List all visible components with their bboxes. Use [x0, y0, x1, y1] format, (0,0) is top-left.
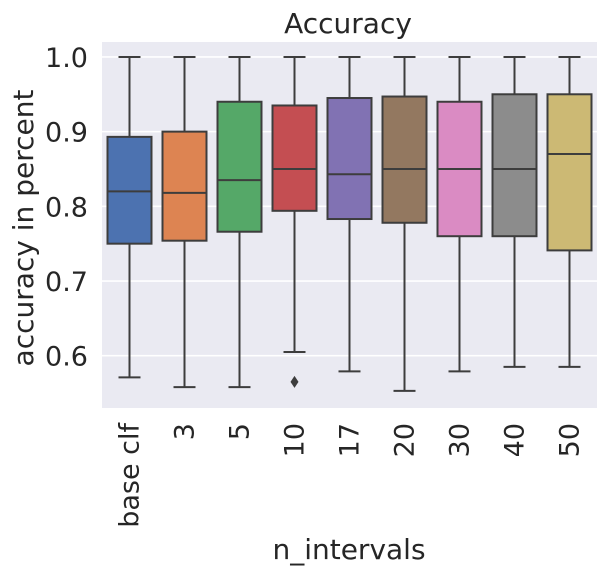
outlier-point	[290, 375, 299, 388]
y-tick-label: 0.7	[45, 267, 88, 298]
box-group	[546, 55, 593, 368]
x-tick-label: 40	[500, 423, 531, 457]
box-iqr	[381, 95, 428, 224]
x-tick-labels: base clf 3 5 10 17 20 30 40 50	[115, 422, 586, 528]
y-tick-label: 1.0	[45, 43, 88, 74]
x-tick-label: 20	[390, 423, 421, 457]
box-group	[381, 55, 428, 392]
chart-title: Accuracy	[284, 7, 412, 40]
box-group	[271, 55, 318, 388]
box-group	[216, 55, 263, 389]
x-tick-label: 30	[445, 423, 476, 457]
x-tick-label: 3	[170, 423, 201, 440]
box-group	[326, 55, 373, 373]
box-iqr	[106, 135, 153, 245]
box-iqr	[326, 97, 373, 221]
box-group	[491, 55, 538, 368]
y-tick-label: 0.6	[45, 342, 88, 373]
box-iqr	[491, 93, 538, 238]
box-group	[161, 55, 208, 389]
box-iqr	[216, 100, 263, 233]
y-axis-label: accuracy in percent	[7, 90, 40, 367]
y-tick-label: 0.8	[45, 192, 88, 223]
x-tick-label: 50	[555, 423, 586, 457]
y-tick-label: 0.9	[45, 118, 88, 149]
x-axis-label: n_intervals	[272, 533, 425, 566]
box-iqr	[271, 104, 318, 212]
y-tick-labels: 0.6 0.7 0.8 0.9 1.0	[45, 43, 88, 373]
box-iqr	[161, 130, 208, 242]
x-tick-label: 5	[225, 423, 256, 440]
box-iqr	[546, 93, 593, 252]
box-group	[436, 55, 483, 373]
boxes-layer	[106, 55, 593, 392]
x-tick-label: base clf	[115, 422, 146, 528]
x-tick-label: 10	[280, 423, 311, 457]
x-tick-label: 17	[335, 423, 366, 457]
box-group	[106, 55, 153, 379]
